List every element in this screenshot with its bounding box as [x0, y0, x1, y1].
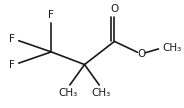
Text: O: O [137, 49, 145, 59]
Text: CH₃: CH₃ [91, 88, 111, 98]
Text: CH₃: CH₃ [58, 88, 77, 98]
Text: O: O [110, 4, 118, 14]
Text: F: F [48, 10, 54, 20]
Text: F: F [9, 34, 15, 44]
Text: CH₃: CH₃ [163, 43, 182, 53]
Text: F: F [9, 60, 15, 70]
